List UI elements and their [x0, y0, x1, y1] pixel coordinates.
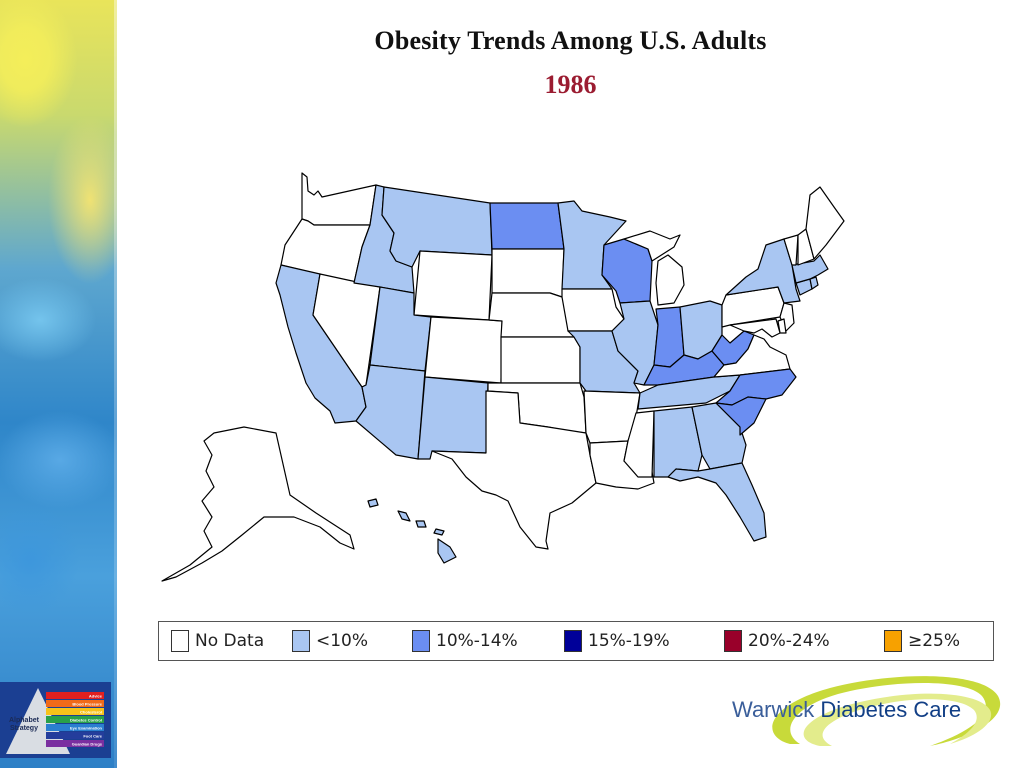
legend-item-25-plus: ≥25% [884, 630, 984, 652]
legend-label: No Data [195, 631, 265, 651]
state-VT [783, 234, 799, 266]
alphabet-band [46, 692, 104, 699]
legend-label: 20%-24% [748, 631, 830, 651]
legend-swatch [724, 630, 742, 652]
alphabet-band [46, 724, 104, 731]
legend-label: 10%-14% [436, 631, 518, 651]
legend-swatch [884, 630, 902, 652]
legend-item-no-data: No Data [171, 630, 292, 652]
state-WY [413, 250, 493, 321]
alphabet-band-label: Eye Examination [70, 726, 103, 731]
state-VA [713, 334, 791, 378]
alphabet-strategy-graphic: Advice Blood Pressure Cholesterol Diabetes … [6, 688, 104, 754]
warwick-word: Warwick [732, 697, 815, 722]
legend-swatch [564, 630, 582, 652]
legend-item-20-24: 20%-24% [724, 630, 884, 652]
state-WA [301, 172, 377, 226]
alphabet-band [46, 732, 104, 739]
state-KS [500, 336, 581, 384]
decorative-stripe [0, 0, 117, 768]
state-NM [417, 376, 489, 460]
legend-swatch [292, 630, 310, 652]
alphabet-band [46, 700, 104, 707]
legend-swatch [412, 630, 430, 652]
alphabet-band [46, 708, 104, 715]
slide-title: Obesity Trends Among U.S. Adults [374, 26, 767, 55]
legend-item-10-14: 10%-14% [412, 630, 564, 652]
legend-label: ≥25% [908, 631, 961, 651]
warwick-wordmark: Warwick Diabetes Care [732, 697, 961, 723]
legend-label: <10% [316, 631, 369, 651]
alphabet-band-label: Advice [89, 694, 103, 699]
state-AK [161, 426, 355, 582]
state-MI [623, 230, 685, 306]
state-MA [791, 254, 829, 284]
alphabet-band [46, 740, 104, 747]
strategy-word: Strategy [9, 725, 38, 732]
state-ND [489, 202, 565, 250]
alphabet-band-label: Foot Care [83, 734, 102, 739]
map-legend: No Data <10% 10%-14% 15%-19% 20%-24% ≥25… [158, 621, 994, 661]
alphabet-band-label: Guardian Drugs [72, 742, 103, 747]
alphabet-band-label: Diabetes Control [70, 718, 102, 723]
us-map-svg [161, 172, 845, 582]
state-ME [805, 186, 845, 260]
state-FL [667, 462, 767, 542]
alphabet-word: Alphabet [9, 717, 39, 724]
state-IL [611, 300, 659, 386]
state-SC [715, 396, 767, 436]
legend-swatch [171, 630, 189, 652]
state-IA [561, 288, 625, 332]
state-CO [424, 316, 503, 384]
slide-year: 1986 [544, 70, 597, 99]
state-IN [653, 306, 685, 368]
diabetes-care-words: Diabetes Care [820, 697, 962, 722]
state-HI [367, 498, 457, 564]
alphabet-band-label: Cholesterol [80, 710, 102, 715]
alphabet-strategy-logo: Advice Blood Pressure Cholesterol Diabetes … [0, 682, 111, 758]
alphabet-band [46, 716, 104, 723]
legend-item-lt10: <10% [292, 630, 412, 652]
legend-label: 15%-19% [588, 631, 670, 651]
alphabet-strategy-label: Alphabet Strategy [9, 717, 39, 733]
state-NE [488, 292, 575, 338]
warwick-diabetes-care-logo: Warwick Diabetes Care [720, 666, 1010, 758]
legend-item-15-19: 15%-19% [564, 630, 724, 652]
state-MD [729, 318, 781, 338]
us-obesity-map [150, 165, 850, 590]
state-TX [431, 390, 597, 550]
warwick-swoosh-graphic [772, 676, 1001, 746]
state-SD [491, 248, 565, 298]
alphabet-band-label: Blood Pressure [72, 702, 102, 707]
